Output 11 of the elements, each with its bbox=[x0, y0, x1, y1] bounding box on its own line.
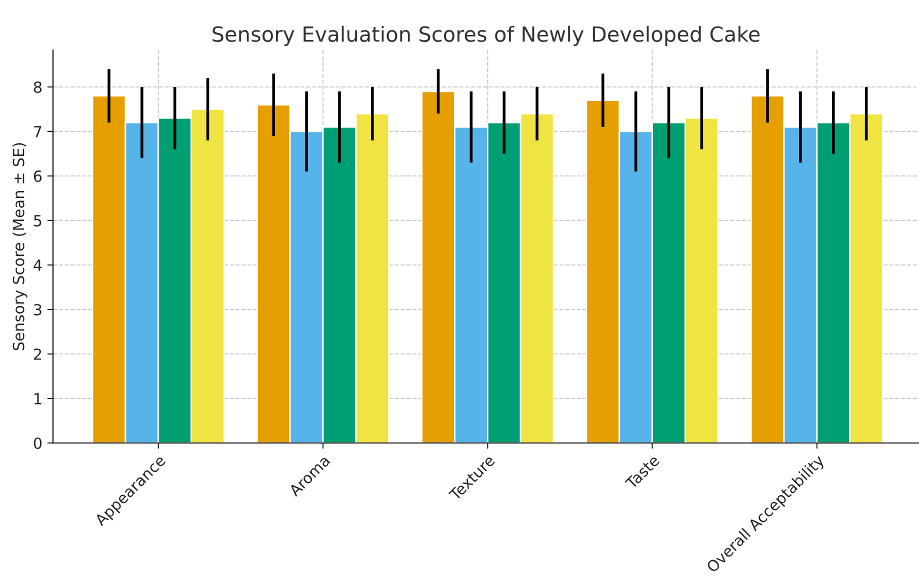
y-tick-label: 1 bbox=[34, 393, 42, 404]
y-tick-label: 8 bbox=[34, 81, 42, 93]
chart-title: Sensory Evaluation Scores of Newly Developed Cake bbox=[212, 26, 760, 46]
y-tick-label: 4 bbox=[34, 260, 42, 271]
y-tick-label: 6 bbox=[34, 170, 42, 182]
y-tick-label: 3 bbox=[34, 304, 42, 316]
y-tick-label: 2 bbox=[34, 348, 42, 360]
y-tick-label: 7 bbox=[34, 126, 42, 138]
y-axis-title: Sensory Score (Mean ± SE) bbox=[12, 143, 28, 350]
y-tick-label: 0 bbox=[34, 437, 42, 450]
y-tick-label: 5 bbox=[34, 215, 42, 226]
